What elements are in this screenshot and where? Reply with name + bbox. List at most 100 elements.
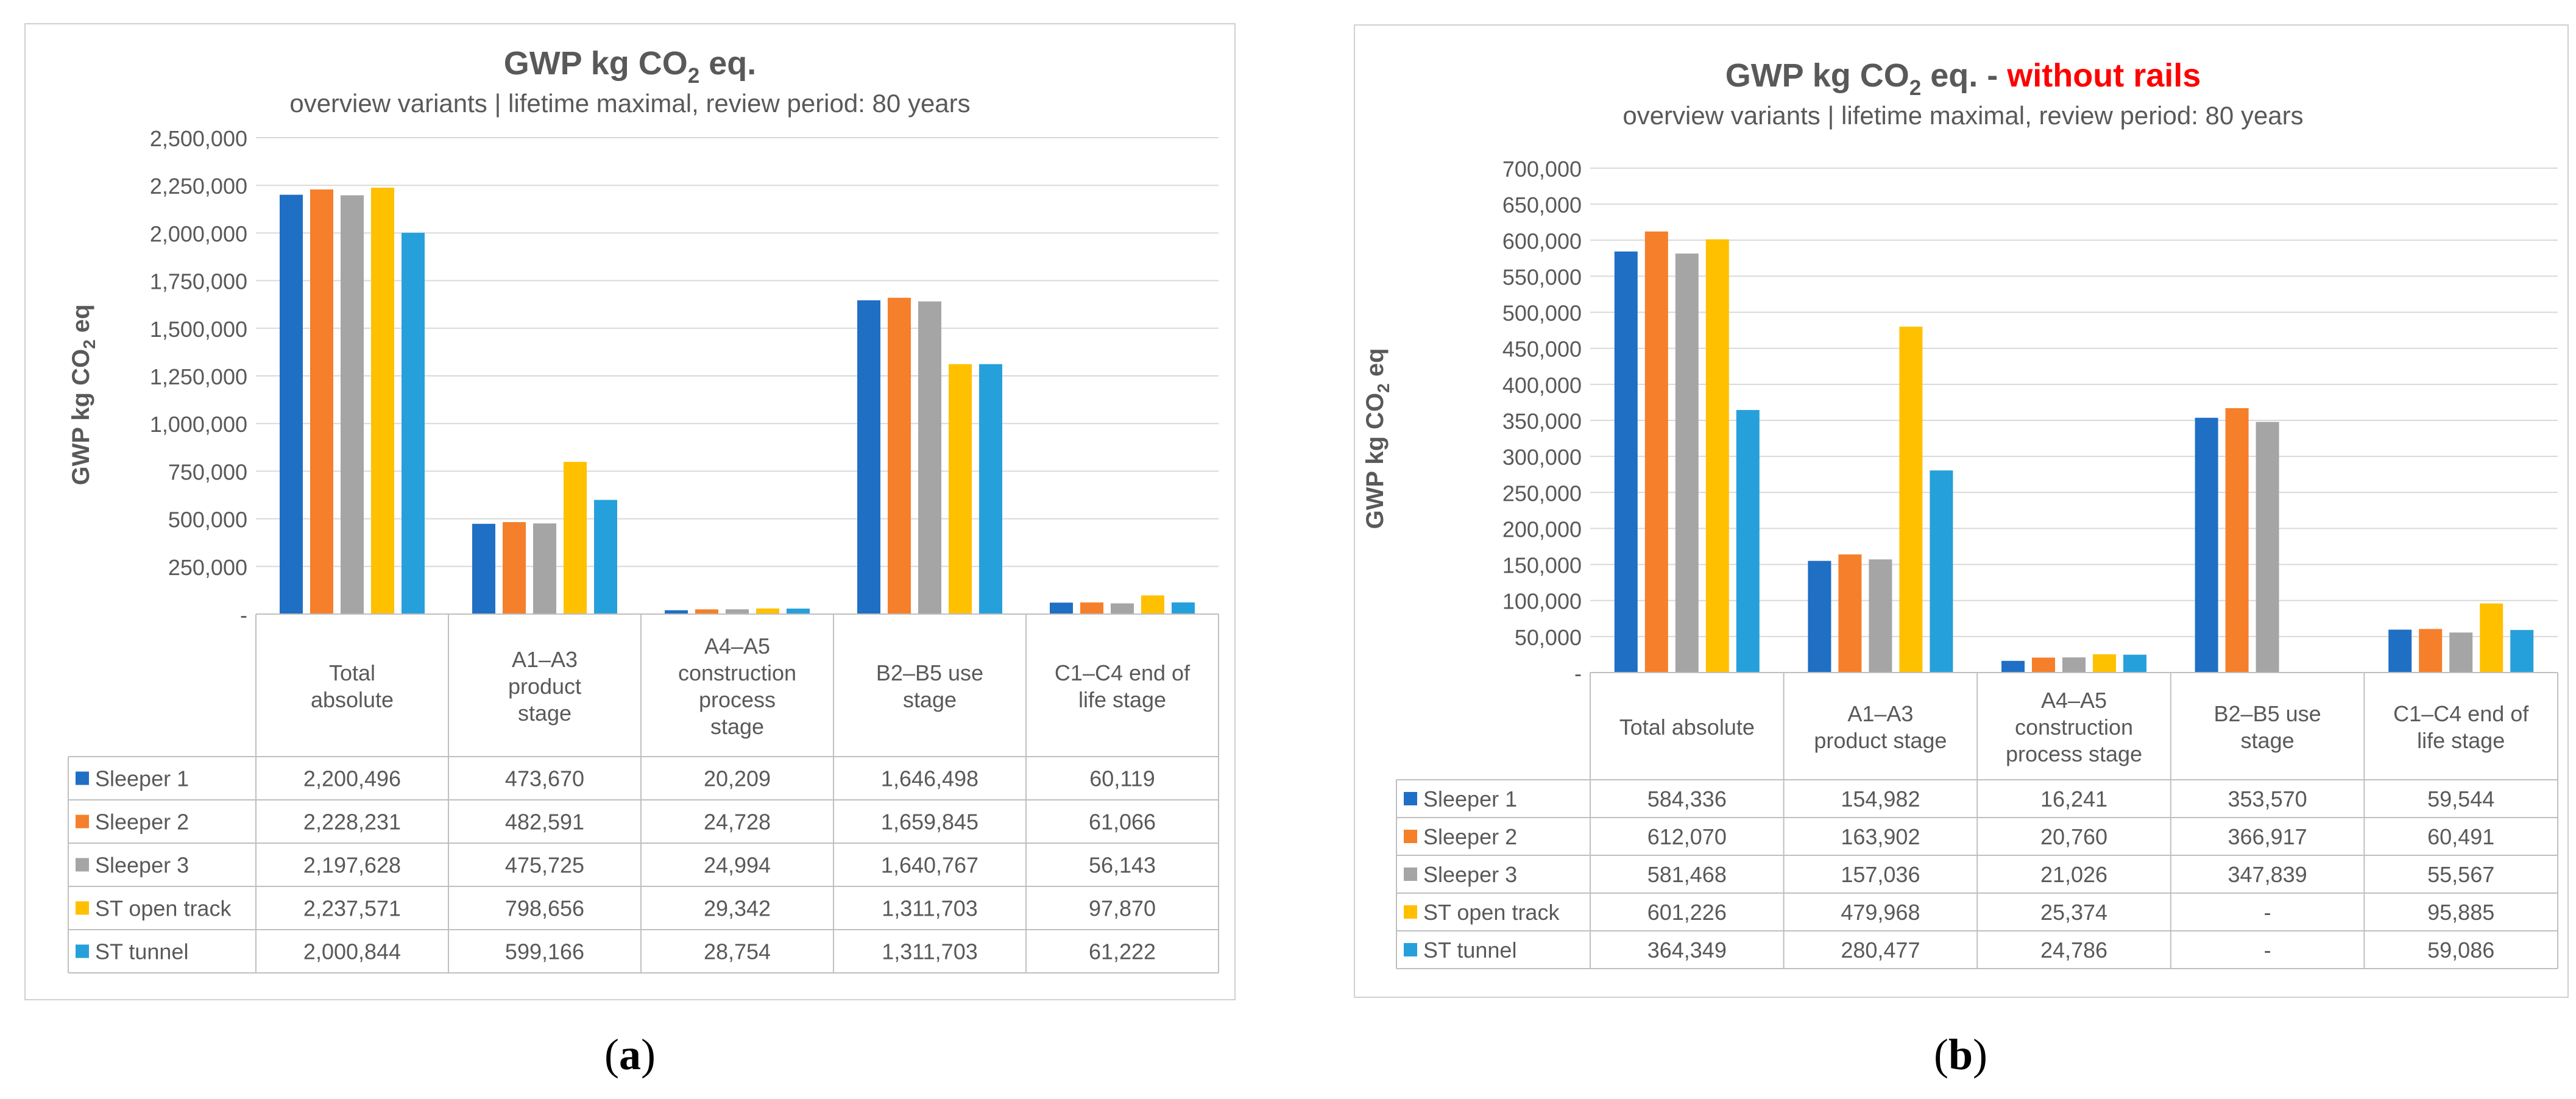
chart-a-category-label: process	[699, 687, 776, 712]
chart-b-bar	[2388, 629, 2412, 673]
chart-b-data-label: 581,468	[1647, 862, 1727, 887]
chart-a-series-name: Sleeper 1	[95, 766, 189, 791]
chart-a-category-label: B2–B5 use	[876, 660, 983, 685]
chart-a-series-name: Sleeper 3	[95, 853, 189, 878]
chart-a-data-label: 798,656	[505, 896, 584, 921]
chart-panel-a: GWP kg CO2 eq. overview variants | lifeti…	[24, 23, 1236, 1001]
chart-a-ytick: 500,000	[168, 507, 247, 532]
chart-b-bar	[1736, 410, 1760, 673]
chart-b-data-label: 16,241	[2040, 786, 2107, 811]
caption-a-letter: a	[619, 1030, 641, 1079]
chart-a-bar	[857, 300, 880, 614]
chart-b-data-label: 479,968	[1841, 900, 1920, 925]
chart-a-bar	[472, 523, 495, 614]
chart-b-data-label: 95,885	[2427, 900, 2494, 925]
chart-b-ytick: -	[1574, 661, 1582, 686]
chart-a-ytick: 1,750,000	[150, 269, 247, 294]
chart-a-data-label: 482,591	[505, 810, 584, 835]
chart-a-ytick: 750,000	[168, 459, 247, 484]
chart-b-ylabel-subscript: 2	[1374, 383, 1393, 393]
chart-b-data-label: 59,544	[2427, 786, 2494, 811]
chart-a-category-label: stage	[518, 701, 571, 726]
chart-b-bar	[2093, 654, 2116, 673]
chart-a-data-label: 2,237,571	[303, 896, 401, 921]
chart-b-ylabel: GWP kg CO2 eq	[1362, 348, 1393, 529]
chart-b-category-label: Total absolute	[1619, 715, 1755, 740]
chart-a-bar	[695, 609, 718, 614]
caption-a: (a)	[604, 1030, 656, 1079]
chart-a-bar	[371, 188, 394, 615]
chart-b-ytick: 550,000	[1502, 264, 1582, 289]
chart-b-data-label: 163,902	[1841, 824, 1920, 849]
chart-b-bar	[1899, 327, 1923, 673]
chart-a-data-label: 56,143	[1089, 853, 1156, 878]
chart-a-data-label: 97,870	[1089, 896, 1156, 921]
chart-b-data-label: -	[2264, 900, 2271, 925]
chart-a-legend-key	[76, 771, 89, 785]
chart-a-data-label: 2,000,844	[303, 939, 401, 964]
chart-a-data-label: 60,119	[1089, 766, 1155, 791]
chart-b-ytick: 150,000	[1502, 553, 1582, 578]
chart-a-ytick: 2,500,000	[150, 126, 247, 151]
chart-a-data-label: 28,754	[704, 939, 771, 964]
chart-b-ytick: 700,000	[1502, 157, 1582, 182]
chart-panel-b: GWP kg CO2 eq. - without rails overview v…	[1353, 24, 2569, 998]
chart-b-data-label: 21,026	[2040, 862, 2107, 887]
chart-b-category-label: B2–B5 use	[2214, 701, 2321, 726]
chart-a-title-subscript: 2	[688, 64, 700, 88]
chart-b-title-subscript: 2	[1909, 76, 1922, 100]
chart-a-data-label: 2,200,496	[303, 766, 401, 791]
chart-a-subtitle: overview variants | lifetime maximal, re…	[289, 89, 970, 118]
chart-b-ytick: 50,000	[1515, 625, 1582, 650]
chart-b-bar	[2449, 632, 2473, 673]
chart-b-category-label: C1–C4 end of	[2393, 701, 2529, 726]
chart-a-bar	[726, 609, 749, 614]
chart-a-category-label: C1–C4 end of	[1055, 660, 1191, 685]
chart-a-bar	[402, 233, 425, 614]
chart-a-bar	[1050, 603, 1073, 614]
chart-b-ytick: 650,000	[1502, 193, 1582, 217]
chart-b-bar	[1838, 554, 1862, 673]
chart-b-category-label: product stage	[1814, 728, 1947, 753]
chart-b-series-name: Sleeper 1	[1423, 786, 1517, 811]
chart-a-bar	[564, 462, 587, 614]
chart-a-title: GWP kg CO2 eq.	[504, 45, 757, 88]
chart-a-bar	[594, 500, 617, 614]
chart-b-data-label: 20,760	[2040, 824, 2107, 849]
chart-b-bar	[1675, 253, 1699, 673]
chart-a-ytick: 1,500,000	[150, 317, 247, 342]
chart-b-bar	[1808, 560, 1831, 673]
chart-b-category-label: stage	[2241, 728, 2295, 753]
chart-b-bar	[1644, 231, 1668, 673]
chart-a-data-label: 475,725	[505, 853, 584, 878]
chart-a-ylabel: GWP kg CO2 eq	[68, 304, 99, 485]
chart-b-bar	[2225, 408, 2249, 673]
chart-b-legend-key	[1404, 905, 1417, 919]
caption-b: (b)	[1933, 1030, 1987, 1079]
chart-b-bar	[2032, 657, 2055, 673]
chart-b-title-text: GWP kg CO	[1725, 57, 1909, 94]
chart-b-series-name: ST tunnel	[1423, 938, 1516, 963]
chart-b-series-name: ST open track	[1423, 900, 1560, 925]
chart-b-bar	[2480, 603, 2503, 673]
chart-b-ytick: 200,000	[1502, 517, 1582, 542]
chart-a-data-label: 1,311,703	[882, 896, 977, 921]
chart-b-bar	[2062, 657, 2086, 673]
chart-b-bar	[1869, 559, 1892, 673]
chart-b-category-label: life stage	[2417, 728, 2505, 753]
chart-b-data-label: 24,786	[2040, 938, 2107, 963]
chart-a-title-end: eq.	[699, 45, 756, 82]
chart-a-bar	[787, 609, 810, 614]
chart-a-category-label: stage	[903, 687, 957, 712]
chart-b-ylabel-end: eq	[1362, 348, 1389, 383]
chart-a-bar	[1141, 595, 1164, 614]
chart-b-data-label: 366,917	[2228, 824, 2307, 849]
chart-b-bar	[2419, 629, 2443, 673]
chart-b-bar	[1705, 239, 1729, 673]
chart-a-bar	[665, 610, 688, 614]
chart-b-data-label: 280,477	[1841, 938, 1920, 963]
chart-a-data-label: 1,311,703	[882, 939, 977, 964]
chart-a-bar	[341, 195, 364, 614]
chart-a-bar	[1172, 602, 1195, 614]
chart-a-category-label: product	[508, 674, 581, 699]
